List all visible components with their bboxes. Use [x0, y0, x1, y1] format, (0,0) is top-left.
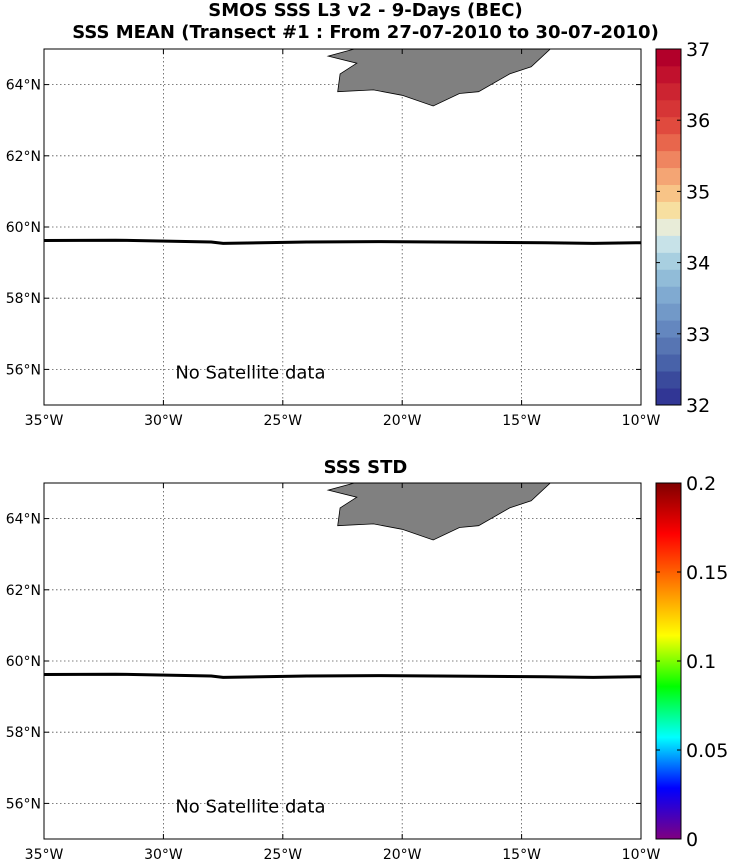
- colorbar-level: [656, 269, 681, 287]
- y-tick-label: 64°N: [6, 512, 41, 528]
- colorbar-level: [656, 388, 681, 406]
- x-tick-label: 35°W: [25, 847, 64, 861]
- x-tick-label: 20°W: [383, 413, 422, 429]
- std-panel-title: SSS STD: [323, 457, 408, 478]
- colorbar-tick-label: 34: [686, 253, 710, 275]
- colorbar-level: [656, 116, 681, 135]
- colorbar-level: [656, 167, 681, 186]
- y-tick-label: 58°N: [6, 725, 41, 741]
- colorbar-level: [656, 286, 681, 304]
- colorbar: 32 33 34 35 36 37: [655, 39, 710, 417]
- colorbar-tick-label: 33: [686, 324, 710, 346]
- colorbar-level: [656, 371, 681, 389]
- main-title: SMOS SSS L3 v2 - 9-Days (BEC): [208, 0, 523, 21]
- colorbar-level: [656, 235, 681, 253]
- x-tick-label: 25°W: [263, 847, 302, 861]
- colorbar-gradient: [656, 483, 681, 839]
- colorbar-level: [656, 99, 681, 118]
- x-tick-label: 15°W: [502, 413, 541, 429]
- y-tick-label: 60°N: [6, 220, 41, 236]
- x-tick-label: 25°W: [263, 413, 302, 429]
- colorbar-frame: [655, 48, 682, 406]
- colorbar-level: [656, 320, 681, 338]
- y-tick-label: 62°N: [6, 149, 41, 165]
- colorbar: 0 0.05 0.1 0.15 0.2: [655, 473, 728, 851]
- transect-line: [43, 672, 642, 679]
- colorbar-tick-label: 36: [686, 110, 710, 132]
- plot-frame: [43, 48, 642, 406]
- colorbar-level: [656, 133, 681, 152]
- y-tick-label: 60°N: [6, 654, 41, 670]
- x-tick-label: 10°W: [622, 413, 661, 429]
- transect-line: [43, 238, 642, 245]
- colorbar-tick-label: 0.15: [686, 562, 728, 584]
- colorbar-level: [656, 82, 681, 101]
- land-mass: [326, 49, 551, 107]
- map-panel-2: No Satellite data 35°W 30°W 25°W 20°W 15°W 10°…: [6, 482, 661, 861]
- mean-panel-title: SSS MEAN (Transect #1 : From 27-07-2010 …: [72, 22, 659, 43]
- plot-frame: [43, 482, 642, 840]
- no-data-annotation: No Satellite data: [175, 796, 325, 817]
- colorbar-tick-label: 35: [686, 181, 710, 203]
- map-panel-1: No Satellite data 35°W 30°W 25°W 20°W 15°W 10°…: [6, 48, 661, 429]
- no-data-annotation: No Satellite data: [175, 362, 325, 383]
- x-tick-label: 15°W: [502, 847, 541, 861]
- land-mass: [326, 483, 551, 541]
- x-tick-label: 35°W: [25, 413, 64, 429]
- colorbar-level: [656, 150, 681, 169]
- x-tick-label: 30°W: [144, 847, 183, 861]
- colorbar-level: [656, 201, 681, 219]
- x-tick-label: 20°W: [383, 847, 422, 861]
- x-tick-label: 30°W: [144, 413, 183, 429]
- y-tick-label: 64°N: [6, 78, 41, 94]
- colorbar-tick-label: 37: [686, 39, 710, 61]
- y-tick-label: 62°N: [6, 583, 41, 599]
- y-tick-label: 58°N: [6, 291, 41, 307]
- colorbar-tick-label: 0.05: [686, 740, 728, 762]
- colorbar-level: [656, 49, 681, 67]
- x-tick-label: 10°W: [622, 847, 661, 861]
- colorbar-level: [656, 184, 681, 202]
- y-tick-label: 56°N: [6, 362, 41, 378]
- colorbar-level: [656, 252, 681, 270]
- colorbar-tick-label: 0.1: [686, 651, 716, 673]
- colorbar-level: [656, 218, 681, 236]
- colorbar-level: [656, 337, 681, 355]
- colorbar-level: [656, 65, 681, 84]
- colorbar-tick-label: 0.2: [686, 473, 716, 495]
- colorbar-level: [656, 303, 681, 321]
- colorbar-tick-label: 0: [686, 829, 698, 851]
- colorbar-tick-label: 32: [686, 395, 710, 417]
- colorbar-level: [656, 354, 681, 372]
- y-tick-label: 56°N: [6, 796, 41, 812]
